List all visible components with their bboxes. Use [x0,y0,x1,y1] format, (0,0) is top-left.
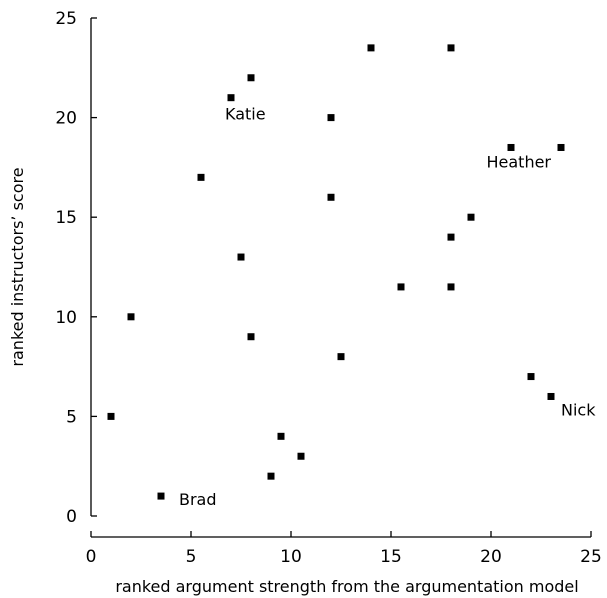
y-ticks: 0 5 10 15 20 25 [55,9,97,527]
data-point [107,412,115,420]
data-point [337,353,345,361]
x-tick-label: 0 [86,547,97,567]
point-label-brad: Brad [179,490,217,509]
data-point [127,313,135,321]
y-tick-label: 25 [55,9,77,29]
y-tick-label: 20 [55,109,77,129]
point-label-heather: Heather [486,152,551,171]
point-labels: Brad Katie Heather Nick [179,105,596,509]
data-point [247,333,255,341]
x-tick-label: 15 [380,547,402,567]
data-point [557,143,565,151]
data-point [447,44,455,52]
data-point [297,452,305,460]
x-tick-label: 5 [186,547,197,567]
point-label-katie: Katie [225,105,266,124]
data-point [267,472,275,480]
data-point [467,213,475,221]
data-point [447,233,455,241]
data-point [367,44,375,52]
x-tick-label: 10 [280,547,302,567]
data-point [507,143,515,151]
data-point [237,253,245,261]
data-point [227,94,235,102]
data-points [107,44,565,500]
x-tick-label: 25 [580,547,602,567]
data-point [197,173,205,181]
y-tick-label: 10 [55,308,77,328]
x-ticks: 0 5 10 15 20 25 [86,531,602,567]
y-tick-label: 15 [55,208,77,228]
y-axis-label: ranked instructors’ score [8,167,27,366]
y-tick-label: 0 [66,507,77,527]
data-point [447,283,455,291]
y-tick-label: 5 [66,407,77,427]
x-tick-label: 20 [480,547,502,567]
data-point [547,392,555,400]
data-point [397,283,405,291]
data-point [327,114,335,122]
x-axis-label: ranked argument strength from the argume… [115,577,578,596]
data-point [327,193,335,201]
point-label-nick: Nick [561,400,596,419]
data-point [277,432,285,440]
axes [90,18,591,538]
data-point [157,492,165,500]
data-point [527,373,535,381]
data-point [247,74,255,82]
